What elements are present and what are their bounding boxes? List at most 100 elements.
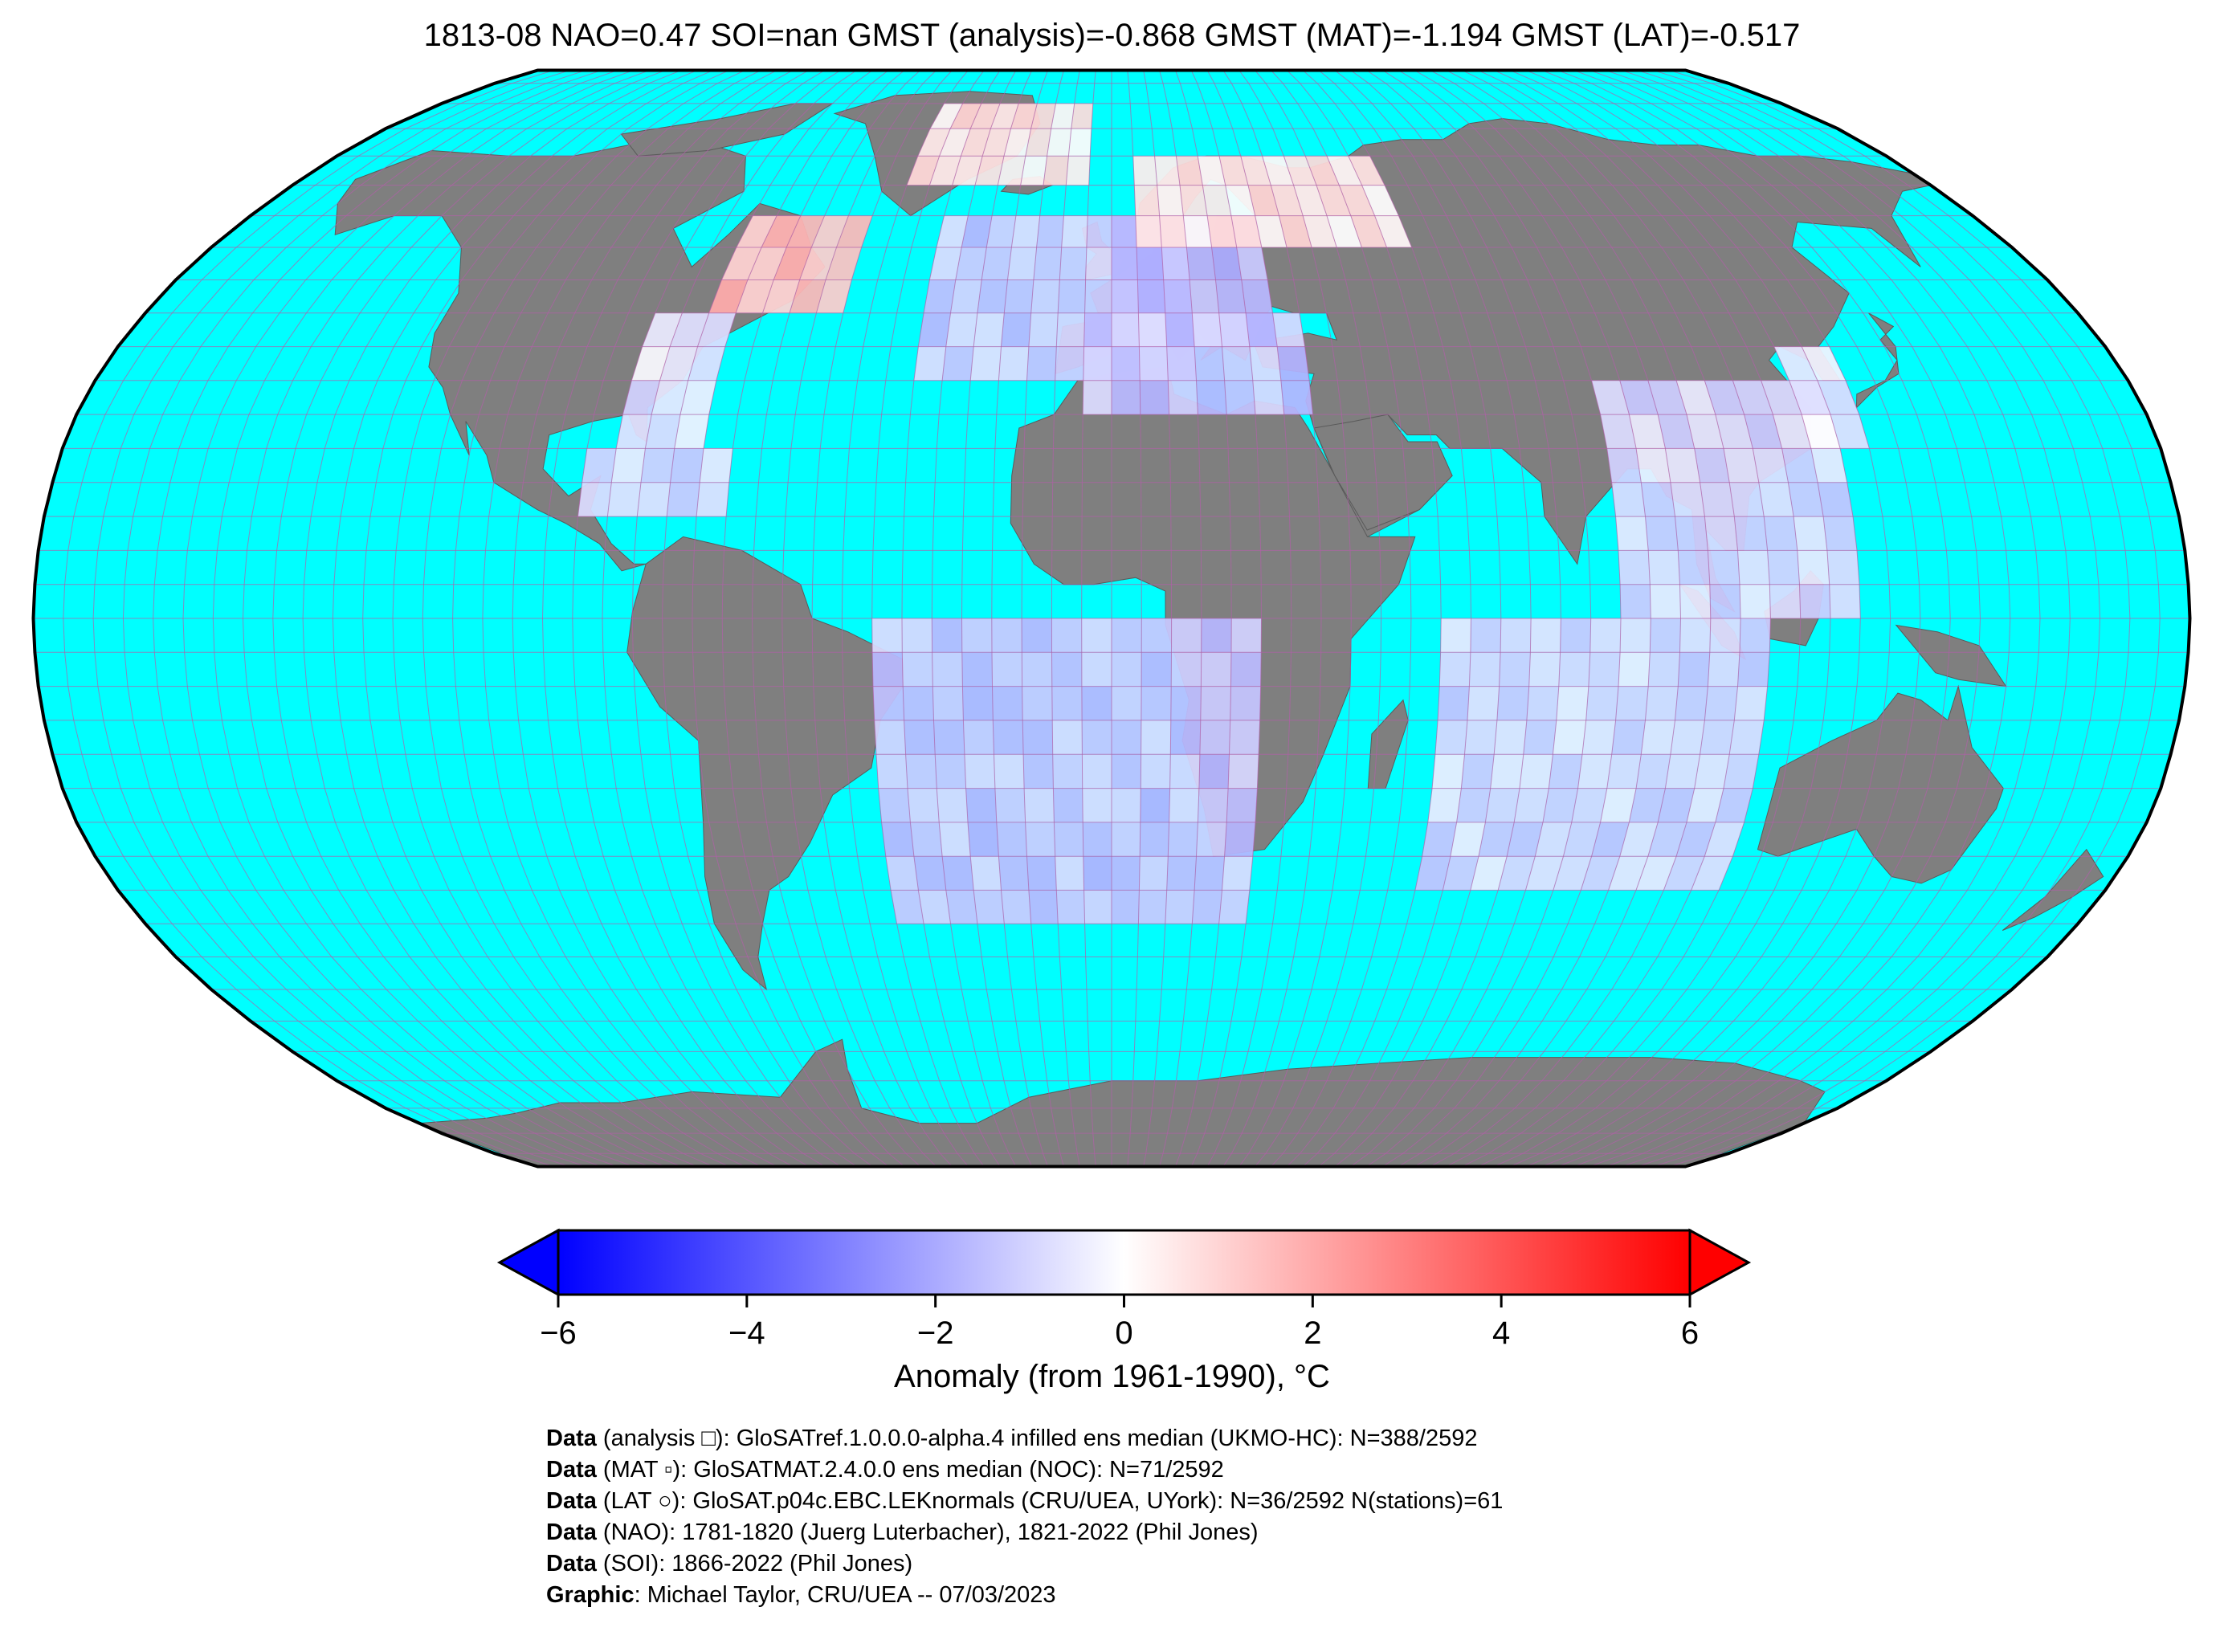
anomaly-cell [1112, 856, 1141, 891]
anomaly-cell [1135, 215, 1162, 247]
anomaly-cell [1082, 720, 1112, 755]
anomaly-cell [1112, 822, 1141, 857]
anomaly-cell [1165, 890, 1195, 924]
anomaly-cell [1758, 482, 1794, 517]
anomaly-cell [1734, 516, 1768, 551]
anomaly-cell [1629, 414, 1666, 449]
anomaly-cell [1112, 652, 1142, 687]
anomaly-cell [1141, 618, 1172, 653]
anomaly-cell [1139, 856, 1169, 891]
anomaly-cell [1248, 185, 1279, 216]
anomaly-cell [1161, 247, 1190, 280]
anomaly-cell [1240, 156, 1271, 186]
anomaly-cell [1708, 550, 1740, 585]
anomaly-cell [1802, 414, 1841, 449]
anomaly-cell [1230, 215, 1262, 247]
anomaly-cell [1166, 346, 1197, 381]
anomaly-cell [1051, 103, 1075, 129]
anomaly-cell [1228, 754, 1259, 789]
anomaly-cell [1026, 856, 1057, 891]
anomaly-cell [1112, 890, 1140, 924]
anomaly-cell [1620, 584, 1651, 618]
anomaly-cell [1022, 652, 1052, 687]
anomaly-cell [991, 618, 1022, 653]
anomaly-cell [1011, 215, 1040, 247]
anomaly-cell [891, 890, 924, 924]
anomaly-cell [1082, 754, 1112, 789]
anomaly-cell [1132, 156, 1157, 186]
anomaly-cell [721, 247, 762, 280]
anomaly-cell [1678, 652, 1710, 687]
anomaly-cell [1500, 618, 1532, 653]
anomaly-cell [1647, 822, 1687, 857]
colorbar-ticks [557, 1295, 1691, 1307]
data-credits: Data (analysis □): GloSATref.1.0.0.0-alp… [546, 1423, 1503, 1611]
anomaly-grid-cells [577, 103, 1870, 924]
anomaly-cell [1169, 754, 1200, 789]
anomaly-cell [1670, 482, 1705, 517]
anomaly-cell [1704, 516, 1738, 551]
anomaly-cell [1694, 754, 1730, 789]
anomaly-cell [1083, 856, 1112, 891]
anomaly-cell [1059, 247, 1087, 280]
anomaly-cell [1636, 856, 1677, 891]
anomaly-cell [1026, 346, 1057, 381]
anomaly-cell [1084, 279, 1112, 313]
anomaly-cell [1112, 686, 1142, 720]
anomaly-cell [1112, 380, 1141, 415]
anomaly-cell [932, 686, 964, 720]
land-antarctica [418, 1038, 1826, 1167]
anomaly-cell [930, 103, 963, 129]
anomaly-cell [816, 279, 852, 313]
anomaly-cell [1571, 788, 1607, 822]
anomaly-cell [1083, 380, 1112, 415]
anomaly-region [577, 448, 733, 517]
colorbar-tick-label: 0 [1115, 1315, 1133, 1351]
anomaly-cell [994, 788, 1026, 822]
anomaly-cell [1556, 686, 1589, 720]
credit-line-nao: Data (NAO): 1781-1820 (Juerg Luterbacher… [546, 1519, 1259, 1545]
anomaly-cell [1797, 550, 1830, 585]
anomaly-cell [1056, 890, 1085, 924]
anomaly-cell [998, 856, 1029, 891]
anomaly-cell [1141, 754, 1171, 789]
anomaly-cell [1219, 156, 1248, 186]
anomaly-cell [761, 215, 801, 247]
anomaly-cell [872, 652, 904, 687]
anomaly-cell [1058, 279, 1086, 313]
anomaly-cell [659, 346, 698, 381]
anomaly-cell [1030, 279, 1060, 313]
anomaly-cell [1112, 720, 1141, 755]
anomaly-cell [1137, 279, 1165, 313]
anomaly-cell [1514, 788, 1549, 822]
anomaly-cell [1316, 185, 1351, 216]
anomaly-cell [1744, 414, 1782, 449]
anomaly-cell [1168, 380, 1198, 415]
anomaly-cell [1183, 215, 1212, 247]
anomaly-cell [1348, 156, 1385, 186]
anomaly-cell [1818, 482, 1853, 517]
anomaly-cell [1799, 584, 1830, 618]
anomaly-cell [1201, 618, 1232, 653]
anomaly-cell [1051, 652, 1082, 687]
anomaly-region [1415, 618, 1771, 891]
anomaly-cell [1083, 890, 1112, 924]
anomaly-cell [982, 128, 1011, 157]
anomaly-cell [616, 414, 652, 449]
anomaly-cell [1498, 856, 1536, 891]
anomaly-cell [1490, 754, 1524, 789]
anomaly-cell [1585, 686, 1618, 720]
anomaly-cell [1676, 380, 1716, 415]
anomaly-cell [1470, 618, 1501, 653]
anomaly-cell [1496, 686, 1529, 720]
anomaly-cell [952, 156, 983, 186]
anomaly-cell [1112, 788, 1141, 822]
anomaly-cell [871, 618, 903, 653]
anomaly-cell [670, 312, 709, 347]
anomaly-cell [1641, 482, 1675, 517]
anomaly-cell [674, 414, 709, 449]
anomaly-cell [1190, 279, 1219, 313]
anomaly-cell [1802, 346, 1846, 381]
anomaly-cell [1810, 448, 1847, 483]
anomaly-cell [1620, 618, 1651, 653]
